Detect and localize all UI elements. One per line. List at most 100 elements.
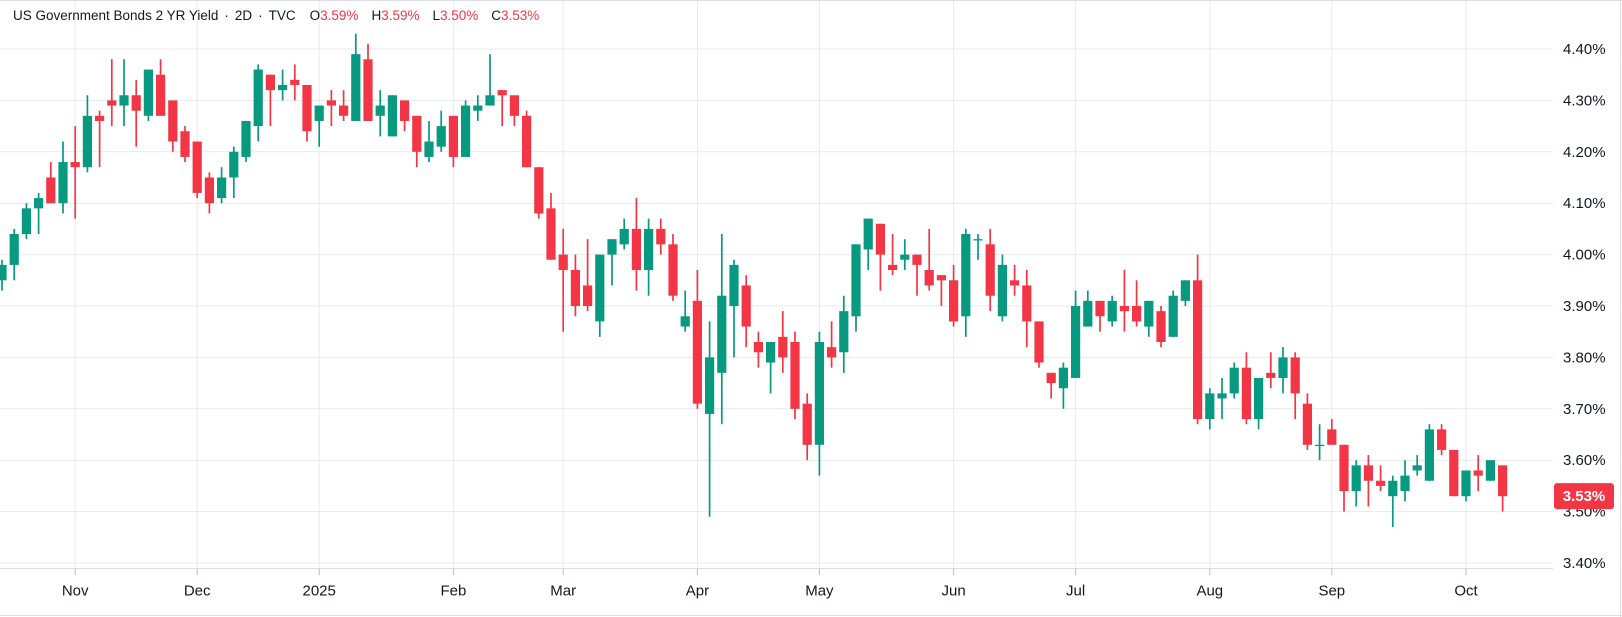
candle-body <box>107 100 117 106</box>
candle <box>143 69 153 121</box>
time-axis-label: Jul <box>1066 583 1085 600</box>
candle <box>1144 300 1154 337</box>
candle-body <box>741 285 751 327</box>
candle-body <box>1278 357 1288 378</box>
candle <box>973 234 983 260</box>
candle-body <box>534 167 544 214</box>
candle <box>95 110 105 168</box>
candle <box>485 54 495 106</box>
candle-body <box>1083 300 1093 327</box>
candle <box>888 234 898 276</box>
candle-body <box>278 84 288 91</box>
candle-body <box>522 115 532 168</box>
candle <box>1058 362 1068 409</box>
candle <box>156 59 166 116</box>
candle-body <box>1461 470 1471 497</box>
grid-horizontal <box>0 48 1553 564</box>
candle-body <box>936 275 946 281</box>
candle <box>949 264 959 327</box>
candle <box>34 192 44 235</box>
candle <box>302 84 312 142</box>
candle <box>583 239 593 312</box>
candle <box>314 105 324 147</box>
candle-body <box>790 341 800 409</box>
candle <box>924 228 934 291</box>
candle <box>814 331 824 476</box>
candle-body <box>241 120 251 157</box>
candle-body <box>644 228 654 271</box>
candle-body <box>58 162 68 204</box>
candle-body <box>619 228 629 245</box>
candle <box>1266 352 1276 389</box>
candle-body <box>95 115 105 121</box>
candle <box>1315 424 1325 461</box>
candle-body <box>217 177 227 199</box>
candle <box>168 100 178 152</box>
candle <box>1278 347 1288 394</box>
candle-body <box>692 300 702 404</box>
candle-body <box>729 264 739 306</box>
candle-body <box>119 95 129 106</box>
candle-body <box>0 264 7 281</box>
legend-symbol-group[interactable]: US Government Bonds 2 YR Yield · 2D · TV… <box>13 8 296 23</box>
candle-body <box>802 403 812 445</box>
symbol-title[interactable]: US Government Bonds 2 YR Yield <box>13 8 219 23</box>
candle <box>558 228 568 332</box>
time-axis-label: Dec <box>184 583 211 600</box>
candle <box>522 110 532 168</box>
candle-body <box>668 244 678 296</box>
candle-body <box>1168 295 1178 337</box>
candle <box>290 64 300 101</box>
candle <box>509 95 519 127</box>
candle-body <box>168 100 178 142</box>
candle <box>839 295 849 373</box>
candle-body <box>1315 444 1325 447</box>
candle <box>241 120 251 163</box>
candle-body <box>900 254 910 260</box>
candle-body <box>1119 306 1129 312</box>
candle <box>497 90 507 127</box>
candle <box>119 59 129 127</box>
candle <box>1449 449 1459 497</box>
candle-body <box>192 141 202 193</box>
legend-exchange[interactable]: TVC <box>268 8 296 23</box>
time-axis[interactable]: Nov Dec 2025 Feb Mar Apr May Jun Jul Aug Sep Oct <box>0 568 1553 600</box>
candle <box>570 254 580 317</box>
candle <box>21 203 31 240</box>
candle-body <box>949 280 959 322</box>
candle <box>875 223 885 291</box>
candle <box>1498 465 1508 512</box>
candle-body <box>253 69 263 127</box>
candle-body <box>1498 465 1508 497</box>
candle-body <box>34 198 44 209</box>
candle-body <box>924 270 934 286</box>
last-price-label: 3.53% <box>1554 483 1614 510</box>
candle <box>424 120 434 163</box>
candle-body <box>851 244 861 317</box>
candle-body <box>1058 367 1068 389</box>
candle <box>1107 295 1117 327</box>
candle-body <box>1485 460 1495 481</box>
time-axis-label: 2025 <box>303 583 336 600</box>
candle <box>1205 388 1215 430</box>
candle <box>387 95 397 137</box>
candle <box>631 198 641 291</box>
candle-body <box>1376 480 1386 486</box>
candle <box>436 110 446 152</box>
candle <box>1461 470 1471 502</box>
candle-body <box>314 105 324 121</box>
candle-body <box>1205 393 1215 420</box>
candle-body <box>1400 475 1410 492</box>
candle <box>326 90 336 127</box>
candle <box>192 141 202 199</box>
candle-body <box>290 79 300 85</box>
candle-body <box>265 74 275 91</box>
price-axis-label: 3.40% <box>1563 555 1606 572</box>
candle <box>705 321 715 517</box>
candle <box>1400 460 1410 502</box>
candle-body <box>875 223 885 255</box>
candle-body <box>753 341 763 353</box>
candle-body <box>583 285 593 306</box>
legend-interval[interactable]: 2D <box>234 8 253 23</box>
